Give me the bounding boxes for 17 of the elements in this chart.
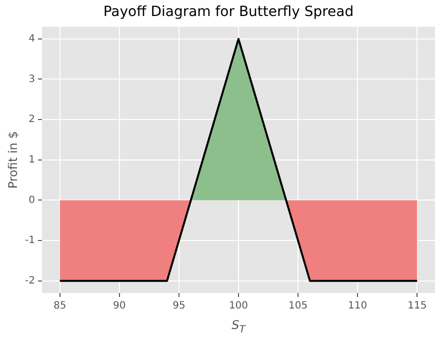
x-tick-label: 85 [53, 300, 66, 312]
x-tick-label: 90 [113, 300, 126, 312]
x-tick-label: 110 [348, 300, 368, 312]
y-tick-label: 2 [28, 114, 35, 126]
y-tick-label: 0 [28, 194, 35, 206]
y-tick-label: 4 [28, 33, 35, 44]
y-tick-label: -1 [24, 235, 35, 246]
y-tick-label: -2 [24, 275, 35, 286]
y-axis-title: Profit in $ [6, 131, 20, 189]
x-tick-label: 100 [228, 300, 248, 312]
x-tick-label: 115 [408, 300, 427, 312]
chart-title: Payoff Diagram for Butterfly Spread [103, 4, 354, 20]
x-tick-label: 105 [288, 300, 308, 312]
y-tick-label: 1 [28, 154, 35, 166]
x-axis-title: S$_{T}$ [230, 318, 247, 338]
x-tick-label: 95 [172, 300, 186, 312]
y-tick-label: 3 [28, 74, 35, 85]
